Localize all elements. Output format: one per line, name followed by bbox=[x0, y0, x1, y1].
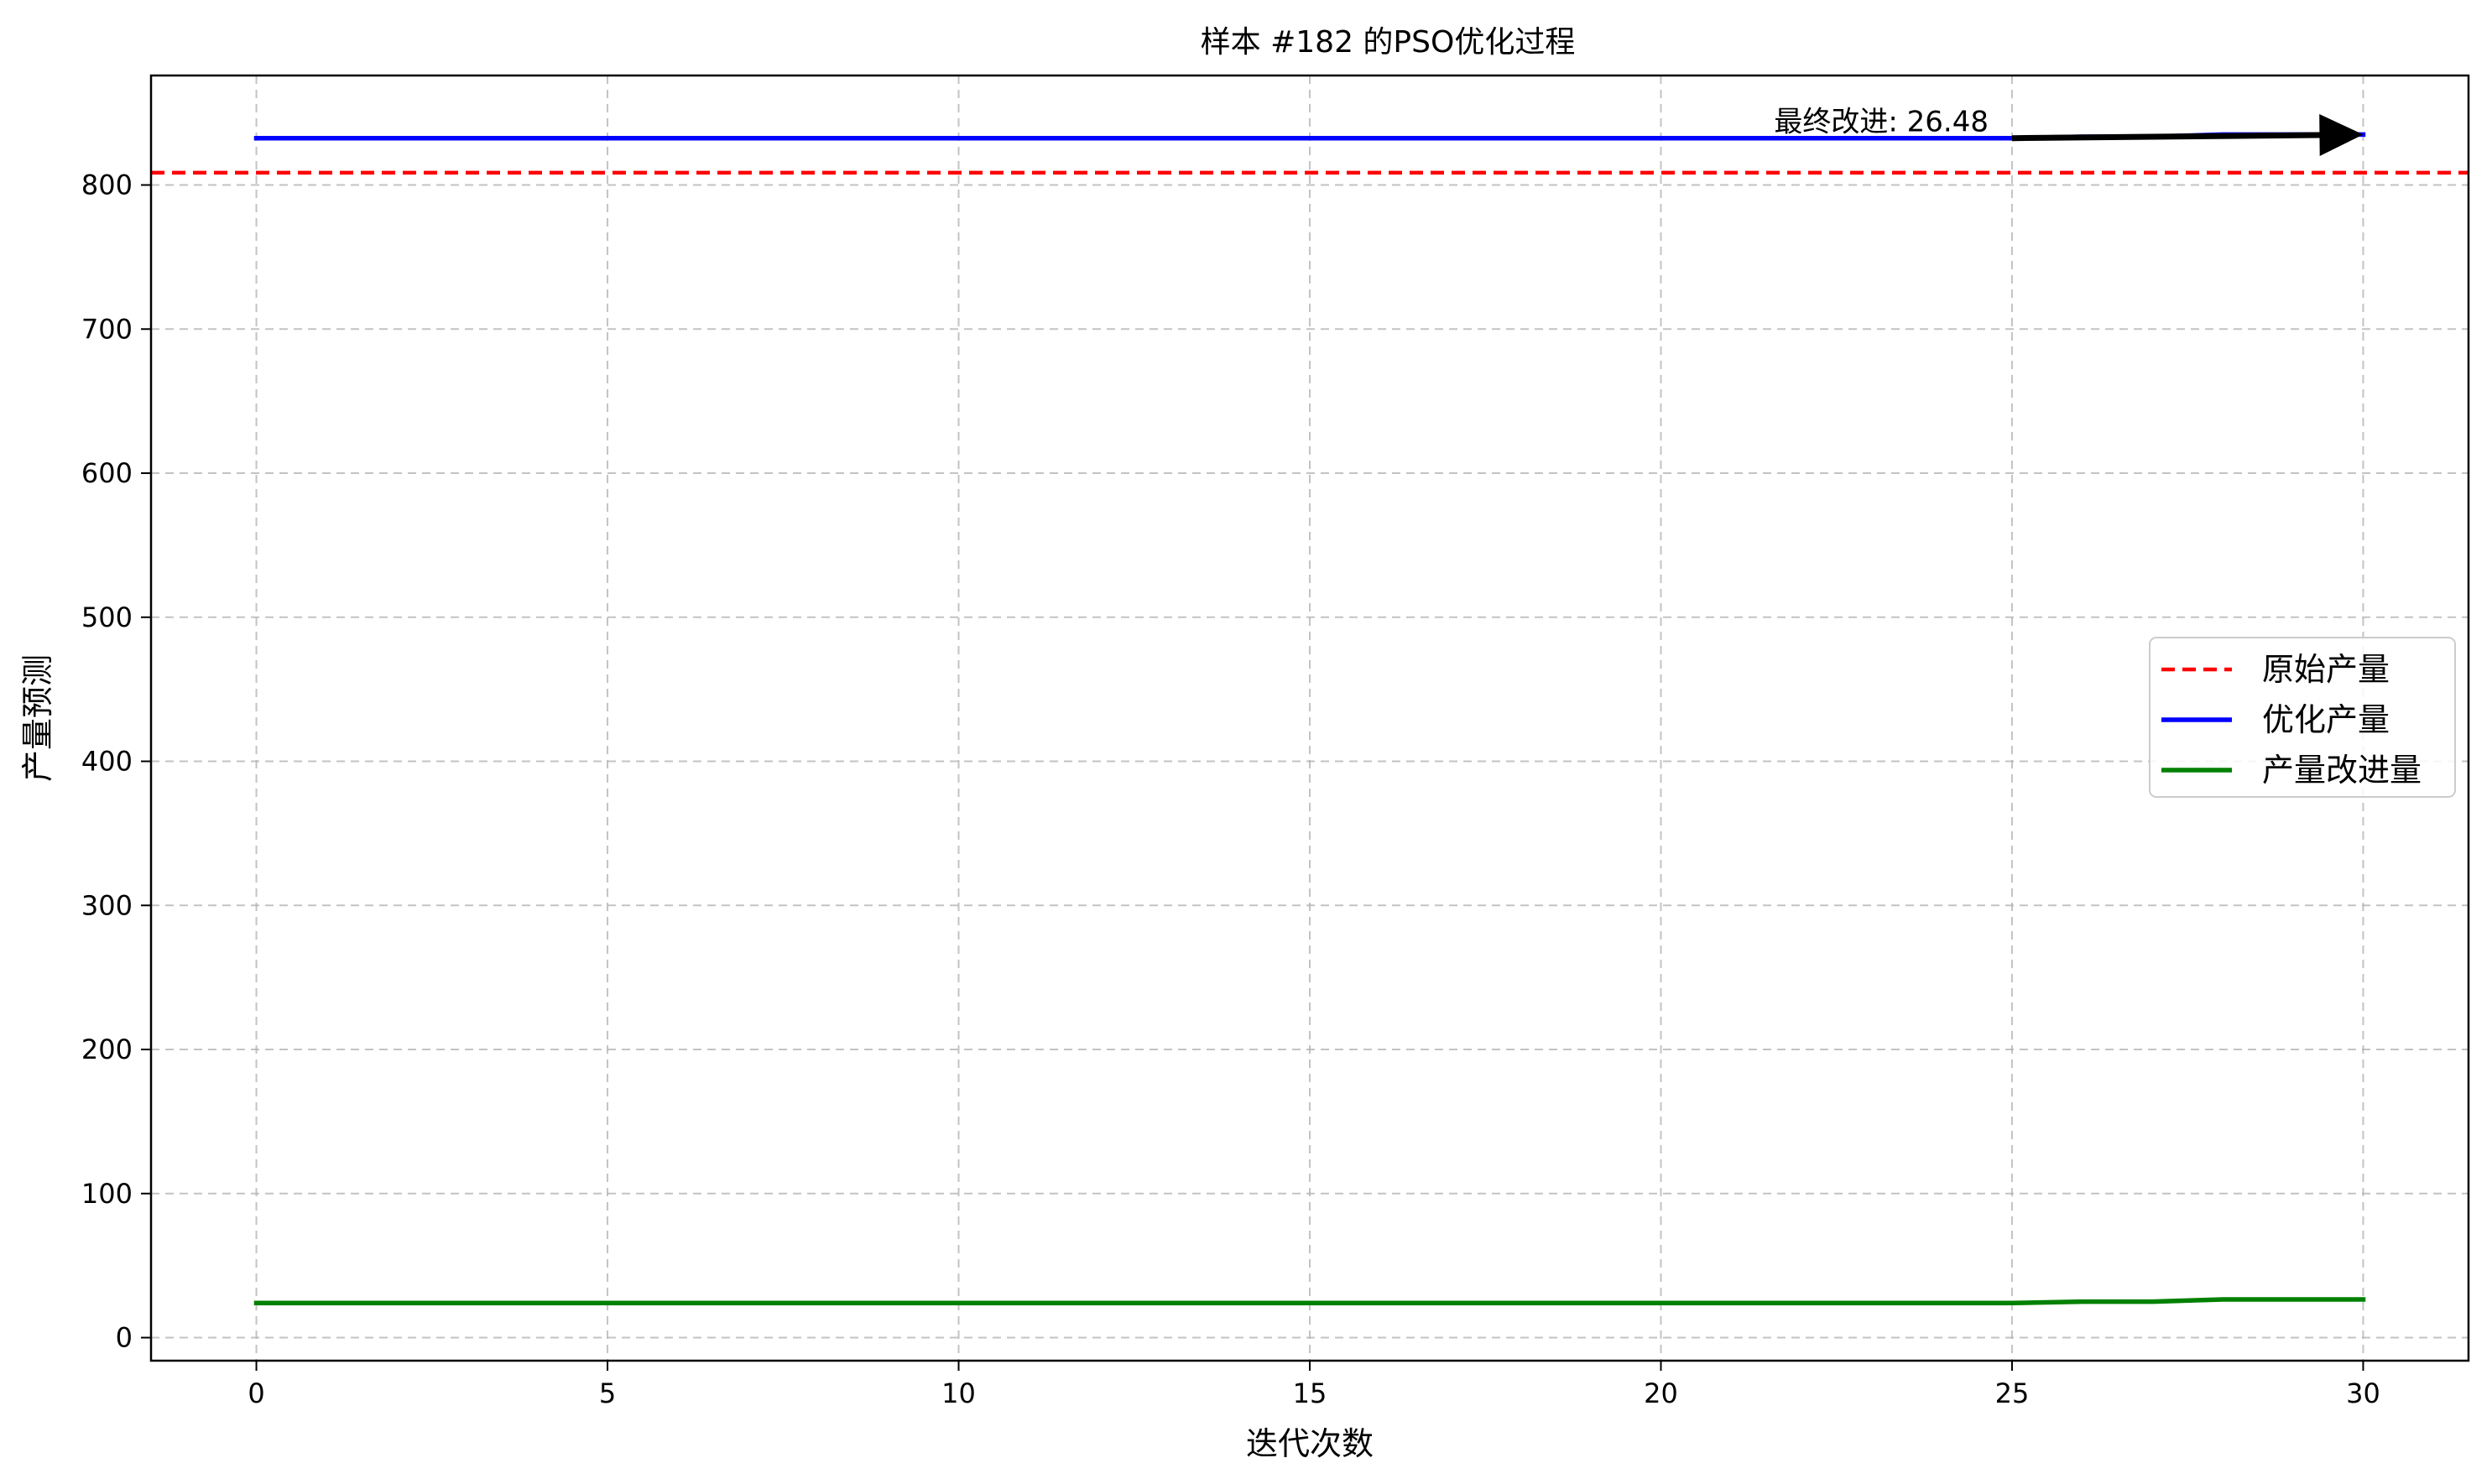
plot-frame bbox=[149, 74, 2470, 1362]
series-line-yield-improvement bbox=[253, 1297, 2366, 1306]
chart-title: 样本 #182 的PSO优化过程 bbox=[1201, 25, 1576, 60]
annotation: 最终改进: 26.48 bbox=[1774, 106, 2364, 156]
y-axis-ticks: 0 100 200 300 400 500 600 700 800 bbox=[81, 169, 151, 1354]
legend-label: 原始产量 bbox=[2262, 651, 2390, 688]
y-tick-label: 200 bbox=[81, 1034, 133, 1065]
x-tick-label: 25 bbox=[1995, 1377, 2030, 1409]
y-tick-label: 800 bbox=[81, 169, 133, 201]
x-axis-label: 迭代次数 bbox=[1246, 1425, 1374, 1462]
x-tick-label: 0 bbox=[248, 1377, 264, 1409]
legend-label: 优化产量 bbox=[2262, 701, 2390, 738]
annotation-arrow-shaft bbox=[2011, 132, 2320, 142]
x-tick-label: 15 bbox=[1293, 1377, 1327, 1409]
x-tick-label: 20 bbox=[1644, 1377, 1678, 1409]
x-tick-label: 10 bbox=[941, 1377, 976, 1409]
y-tick-label: 700 bbox=[81, 313, 133, 345]
y-tick-label: 300 bbox=[81, 889, 133, 921]
x-tick-label: 30 bbox=[2346, 1377, 2380, 1409]
y-tick-label: 100 bbox=[81, 1178, 133, 1210]
annotation-arrow-head bbox=[2319, 113, 2364, 156]
legend-label: 产量改进量 bbox=[2262, 752, 2422, 789]
y-axis-label: 产量预测 bbox=[19, 654, 56, 782]
y-tick-label: 0 bbox=[116, 1322, 133, 1354]
y-tick-label: 500 bbox=[81, 601, 133, 633]
y-tick-label: 400 bbox=[81, 746, 133, 778]
x-axis-ticks: 0 5 10 15 20 25 30 bbox=[248, 1361, 2380, 1409]
annotation-label: 最终改进: 26.48 bbox=[1774, 106, 1989, 139]
grid bbox=[151, 76, 2469, 1361]
x-tick-label: 5 bbox=[599, 1377, 616, 1409]
y-tick-label: 600 bbox=[81, 457, 133, 489]
legend-box bbox=[2149, 637, 2456, 798]
